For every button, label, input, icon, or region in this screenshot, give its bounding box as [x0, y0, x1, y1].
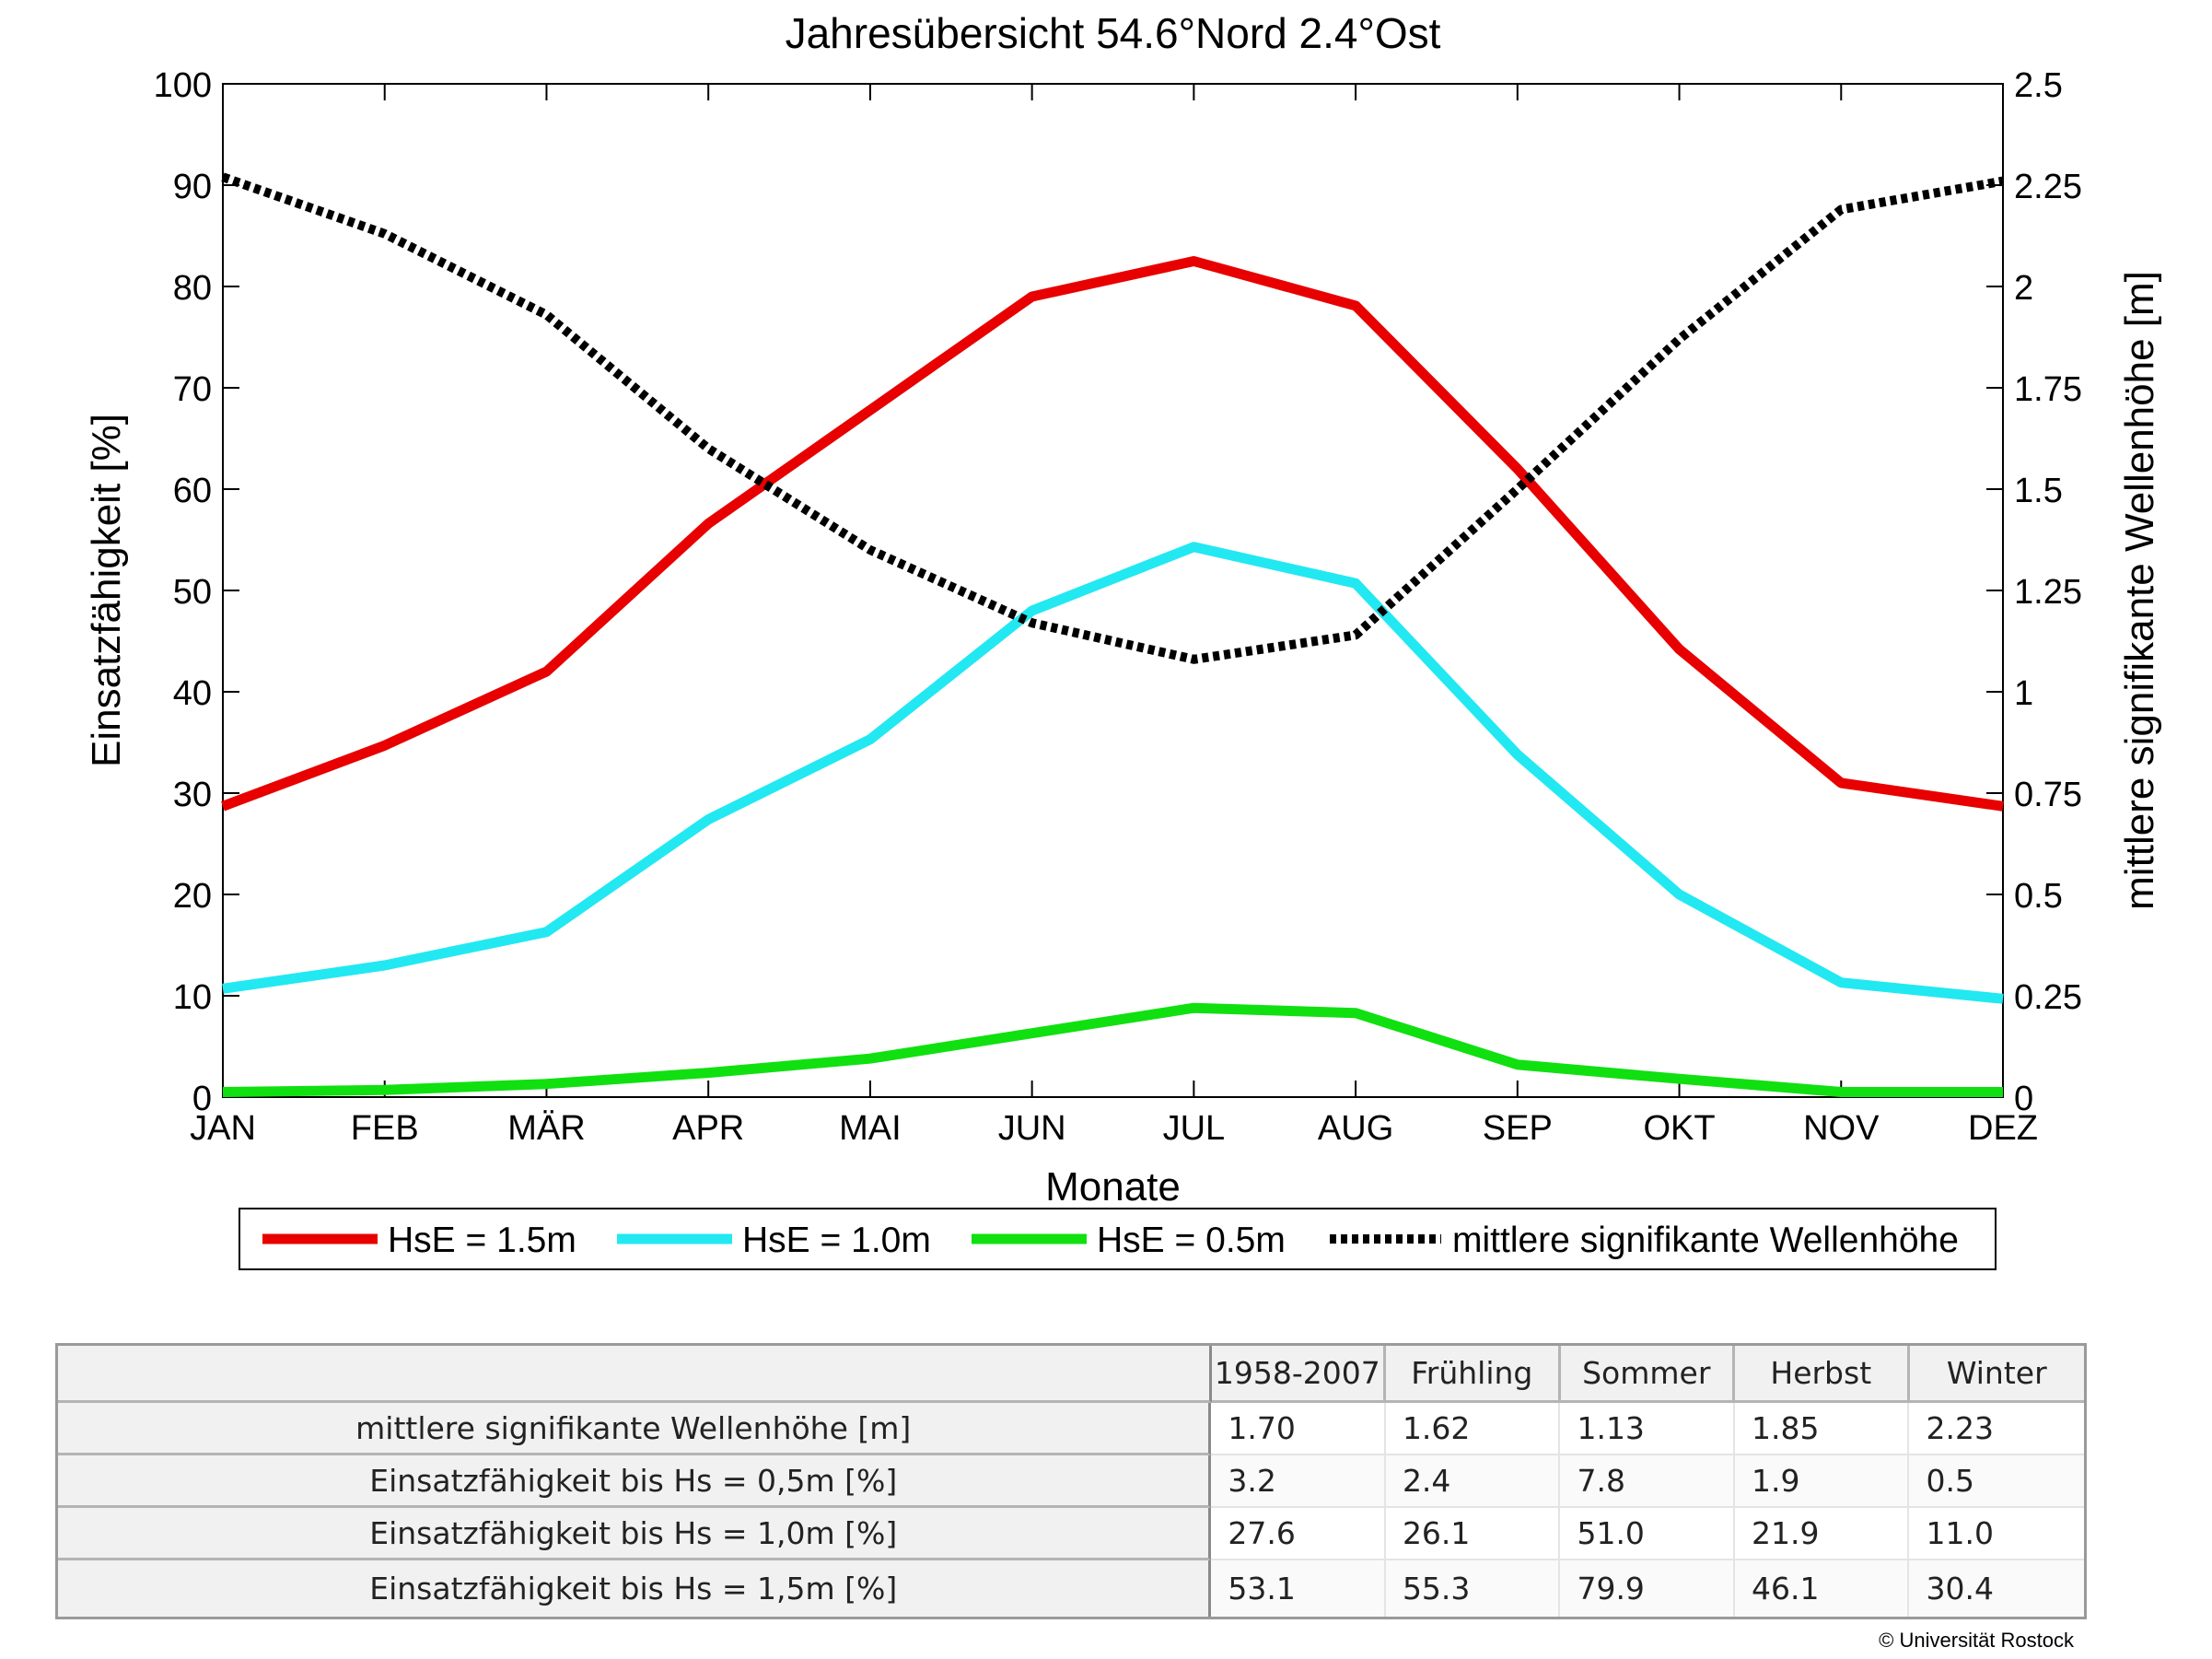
y2-axis-label: mittlere signifikante Wellenhöhe [m]: [2117, 271, 2162, 910]
x-tick-label: JUN: [998, 1109, 1066, 1148]
y-tick-label: 50: [173, 573, 212, 612]
table-cell: 2.4: [1385, 1455, 1561, 1508]
y2-tick-label: 1: [2014, 674, 2033, 713]
table-cell: 2.23: [1909, 1403, 2084, 1455]
chart: Jahresübersicht 54.6°Nord 2.4°Ost0102030…: [84, 9, 2162, 1270]
x-tick-label: FEB: [351, 1109, 419, 1148]
legend-box: [239, 1208, 1997, 1270]
y-tick-label: 40: [173, 674, 212, 713]
table-header-period: 1958-2007: [1211, 1346, 1387, 1403]
y-tick-label: 0: [192, 1080, 212, 1118]
table-row-label: Einsatzfähigkeit bis Hs = 0,5m [%]: [58, 1455, 1212, 1508]
table-header-row: 1958-2007 Frühling Sommer Herbst Winter: [58, 1346, 2084, 1403]
y-tick-label: 80: [173, 269, 212, 308]
table-cell: 53.1: [1211, 1560, 1386, 1617]
table-row: mittlere signifikante Wellenhöhe [m] 1.7…: [58, 1403, 2084, 1455]
y2-tick-label: 1.5: [2014, 472, 2063, 510]
table-cell: 27.6: [1211, 1508, 1386, 1560]
y2-tick-label: 1.75: [2014, 370, 2082, 409]
table-header-winter: Winter: [1909, 1346, 2084, 1403]
table-header-spring: Frühling: [1386, 1346, 1561, 1403]
x-tick-label: MÄR: [507, 1109, 585, 1148]
x-axis-label: Monate: [1045, 1164, 1181, 1209]
y-tick-label: 90: [173, 168, 212, 206]
y-tick-label: 60: [173, 472, 212, 510]
table-cell: 11.0: [1909, 1508, 2084, 1560]
table-header-autumn: Herbst: [1735, 1346, 1910, 1403]
y2-tick-label: 2: [2014, 269, 2033, 308]
x-tick-label: AUG: [1318, 1109, 1393, 1148]
copyright-notice: © Universität Rostock: [1879, 1629, 2074, 1652]
table-header-corner: [58, 1346, 1212, 1403]
y-tick-label: 100: [154, 66, 212, 105]
chart-title: Jahresübersicht 54.6°Nord 2.4°Ost: [786, 9, 1441, 57]
y-tick-label: 10: [173, 978, 212, 1017]
x-tick-label: NOV: [1803, 1109, 1880, 1148]
table-header-summer: Sommer: [1560, 1346, 1736, 1403]
table-cell: 30.4: [1909, 1560, 2084, 1617]
table-row: Einsatzfähigkeit bis Hs = 0,5m [%] 3.2 2…: [58, 1455, 2084, 1508]
table-cell: 3.2: [1211, 1455, 1386, 1508]
y2-tick-label: 0.5: [2014, 877, 2063, 916]
x-tick-label: DEZ: [1968, 1109, 2038, 1148]
y2-tick-label: 2.25: [2014, 168, 2082, 206]
y-tick-label: 70: [173, 370, 212, 409]
legend-label-3: HsE = 0.5m: [1097, 1221, 1286, 1260]
y2-tick-label: 0.25: [2014, 978, 2082, 1017]
y2-tick-label: 0: [2014, 1080, 2033, 1118]
y-tick-label: 30: [173, 776, 212, 814]
table-cell: 1.13: [1560, 1403, 1735, 1455]
series-line-4: [221, 172, 2004, 664]
table-cell: 51.0: [1560, 1508, 1735, 1560]
table-cell: 46.1: [1734, 1560, 1910, 1617]
legend-label-2: HsE = 1.0m: [742, 1221, 931, 1260]
legend-label-1: HsE = 1.5m: [388, 1221, 576, 1260]
table-cell: 79.9: [1560, 1560, 1735, 1617]
x-tick-label: APR: [672, 1109, 744, 1148]
y2-tick-label: 0.75: [2014, 776, 2082, 814]
table-cell: 1.85: [1734, 1403, 1910, 1455]
table-row-label: Einsatzfähigkeit bis Hs = 1,5m [%]: [58, 1560, 1212, 1617]
summary-table: 1958-2007 Frühling Sommer Herbst Winter …: [55, 1343, 2087, 1619]
y2-tick-label: 2.5: [2014, 66, 2063, 105]
x-tick-label: MAI: [839, 1109, 902, 1148]
table-cell: 7.8: [1560, 1455, 1735, 1508]
y-axis-label: Einsatzfähigkeit [%]: [84, 414, 129, 767]
series-line-1: [221, 256, 2004, 812]
legend-label-4: mittlere signifikante Wellenhöhe: [1452, 1221, 1959, 1260]
y2-tick-label: 1.25: [2014, 573, 2082, 612]
x-tick-label: JAN: [190, 1109, 256, 1148]
table-cell: 1.62: [1385, 1403, 1561, 1455]
table-cell: 0.5: [1909, 1455, 2084, 1508]
table-row: Einsatzfähigkeit bis Hs = 1,5m [%] 53.1 …: [58, 1560, 2084, 1617]
x-tick-label: SEP: [1483, 1109, 1553, 1148]
table-cell: 21.9: [1734, 1508, 1910, 1560]
series-line-3: [222, 1002, 2003, 1097]
table-cell: 1.70: [1211, 1403, 1386, 1455]
table-cell: 55.3: [1385, 1560, 1561, 1617]
table-cell: 26.1: [1385, 1508, 1561, 1560]
x-tick-label: OKT: [1643, 1109, 1715, 1148]
table-row-label: mittlere signifikante Wellenhöhe [m]: [58, 1403, 1212, 1455]
table-row-label: Einsatzfähigkeit bis Hs = 1,0m [%]: [58, 1508, 1212, 1560]
table-row: Einsatzfähigkeit bis Hs = 1,0m [%] 27.6 …: [58, 1508, 2084, 1560]
x-tick-label: JUL: [1163, 1109, 1226, 1148]
y-tick-label: 20: [173, 877, 212, 916]
series-line-2: [222, 542, 2004, 1004]
table-cell: 1.9: [1734, 1455, 1910, 1508]
